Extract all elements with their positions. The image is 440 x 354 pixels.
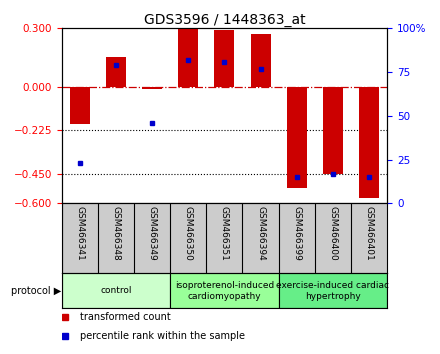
Text: GSM466399: GSM466399 xyxy=(292,206,301,261)
Text: protocol ▶: protocol ▶ xyxy=(11,286,62,296)
Bar xyxy=(251,34,271,87)
Text: GSM466350: GSM466350 xyxy=(184,206,193,261)
Bar xyxy=(62,273,170,308)
Text: GSM466349: GSM466349 xyxy=(147,206,157,261)
Text: transformed count: transformed count xyxy=(80,312,170,322)
Bar xyxy=(359,87,379,198)
Text: GSM466341: GSM466341 xyxy=(75,206,84,261)
Text: GSM466348: GSM466348 xyxy=(111,206,121,261)
Text: exercise-induced cardiac
hypertrophy: exercise-induced cardiac hypertrophy xyxy=(276,281,389,301)
Bar xyxy=(287,87,307,188)
Bar xyxy=(106,57,126,87)
Text: isoproterenol-induced
cardiomyopathy: isoproterenol-induced cardiomyopathy xyxy=(175,281,274,301)
Text: control: control xyxy=(100,286,132,295)
Bar xyxy=(70,87,90,124)
Text: percentile rank within the sample: percentile rank within the sample xyxy=(80,331,245,341)
Bar xyxy=(178,28,198,87)
Bar xyxy=(170,273,279,308)
Text: GSM466401: GSM466401 xyxy=(365,206,374,261)
Text: GSM466400: GSM466400 xyxy=(328,206,337,261)
Text: GSM466394: GSM466394 xyxy=(256,206,265,261)
Title: GDS3596 / 1448363_at: GDS3596 / 1448363_at xyxy=(143,13,305,27)
Text: GSM466351: GSM466351 xyxy=(220,206,229,261)
Bar xyxy=(323,87,343,174)
Bar xyxy=(142,87,162,88)
Bar xyxy=(214,30,235,87)
Bar xyxy=(279,273,387,308)
